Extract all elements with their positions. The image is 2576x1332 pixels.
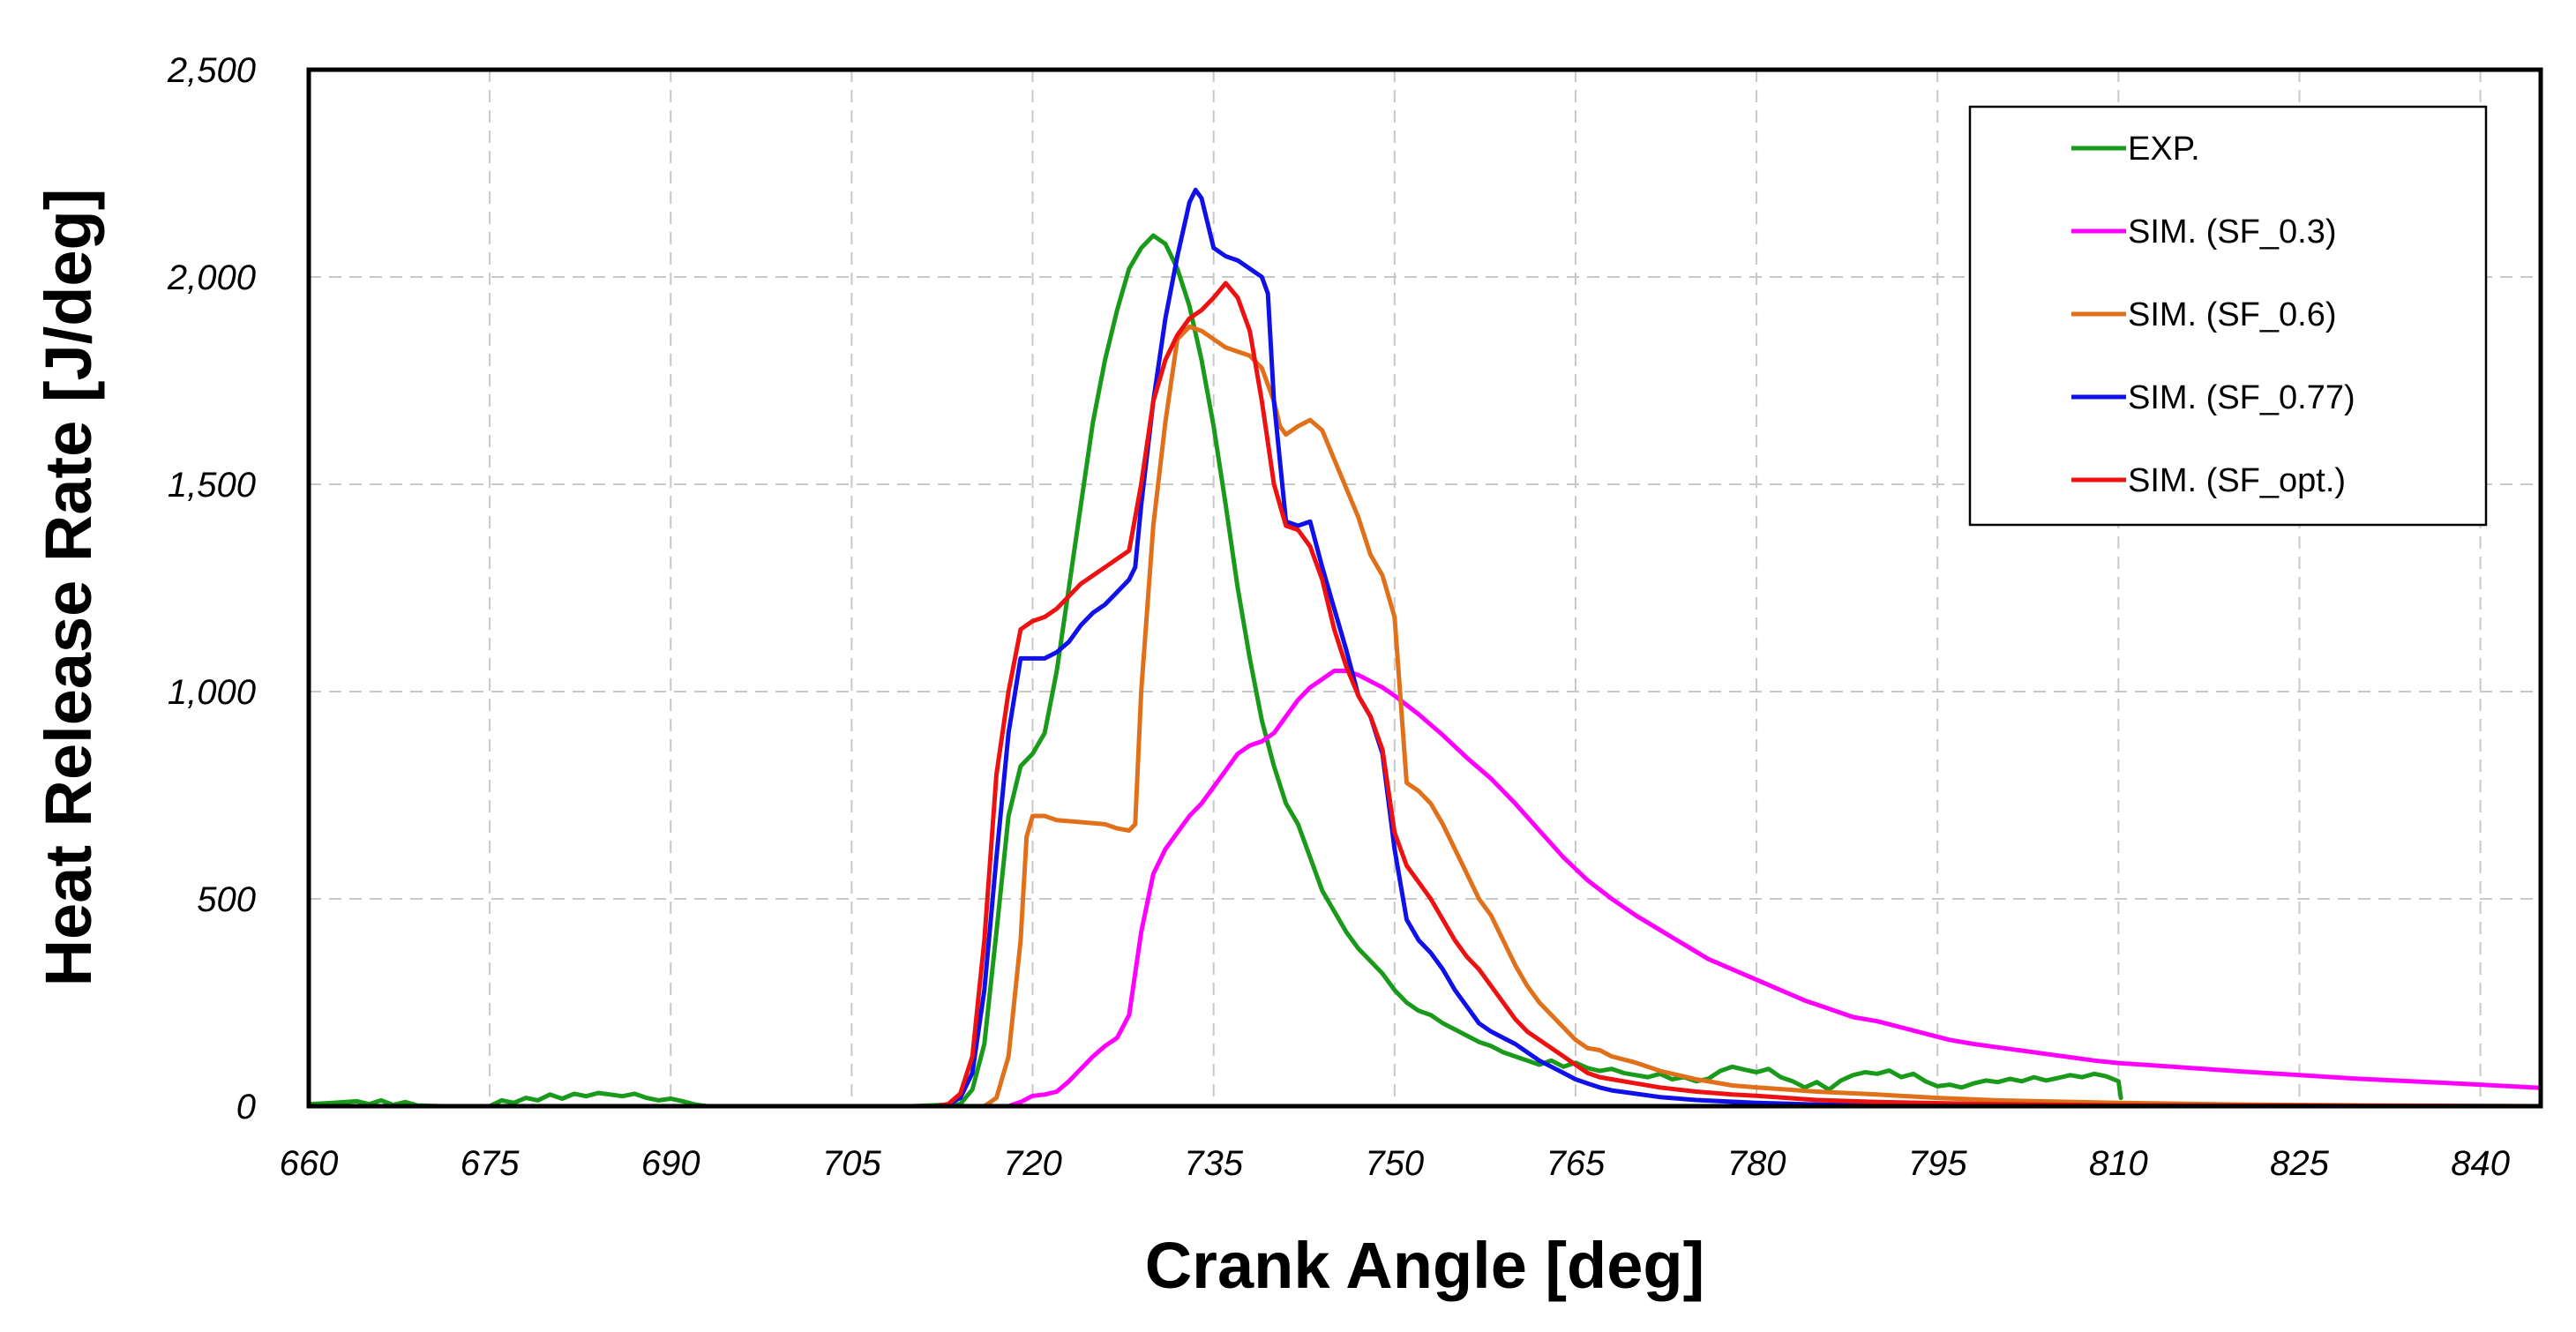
x-tick-label: 690 [641,1144,700,1183]
x-tick-label: 780 [1727,1144,1786,1183]
legend: EXP. SIM. (SF_0.3) SIM. (SF_0.6) SIM. (SF_0… [1968,105,2488,527]
x-tick-label: 825 [2270,1144,2329,1183]
y-axis-title: Heat Release Rate [J/deg] [32,189,105,987]
x-tick-labels: 660 675 690 705 720 735 750 765 780 795 810 825 840 [280,1144,2510,1183]
series-line-2 [306,669,2543,1109]
series-line-4 [306,187,2543,1109]
y-tick-label: 1,500 [168,466,256,505]
x-tick-label: 840 [2451,1144,2510,1183]
legend-label: SIM. (SF_0.3) [2128,213,2337,251]
y-tick-label: 2,000 [167,258,256,297]
legend-box [1968,105,2488,527]
series-line-3 [306,324,2543,1109]
legend-label: SIM. (SF_0.77) [2128,379,2355,416]
x-axis-title: Crank Angle [deg] [1145,1229,1705,1302]
legend-label: SIM. (SF_opt.) [2128,462,2346,499]
plot-frame [306,67,2543,1109]
y-tick-label: 1,000 [168,673,256,712]
x-tick-label: 750 [1365,1144,1424,1183]
grid-lines [309,70,2541,1106]
series-lines [306,187,2543,1109]
x-tick-label: 810 [2089,1144,2148,1183]
y-tick-label: 2,500 [167,51,256,90]
x-tick-label: 675 [461,1144,520,1183]
legend-label: EXP. [2128,131,2200,168]
x-tick-label: 795 [1908,1144,1967,1183]
x-tick-label: 705 [822,1144,881,1183]
y-tick-label: 0 [236,1088,256,1126]
y-tick-label: 500 [197,880,256,919]
series-line-5 [306,281,2543,1109]
x-tick-label: 720 [1003,1144,1062,1183]
x-tick-label: 660 [280,1144,339,1183]
x-tick-label: 765 [1546,1144,1606,1183]
y-tick-labels: 0 500 1,000 1,500 2,000 2,500 [167,51,256,1126]
x-tick-label: 735 [1184,1144,1243,1183]
series-line-1 [306,233,2123,1109]
legend-label: SIM. (SF_0.6) [2128,296,2337,333]
